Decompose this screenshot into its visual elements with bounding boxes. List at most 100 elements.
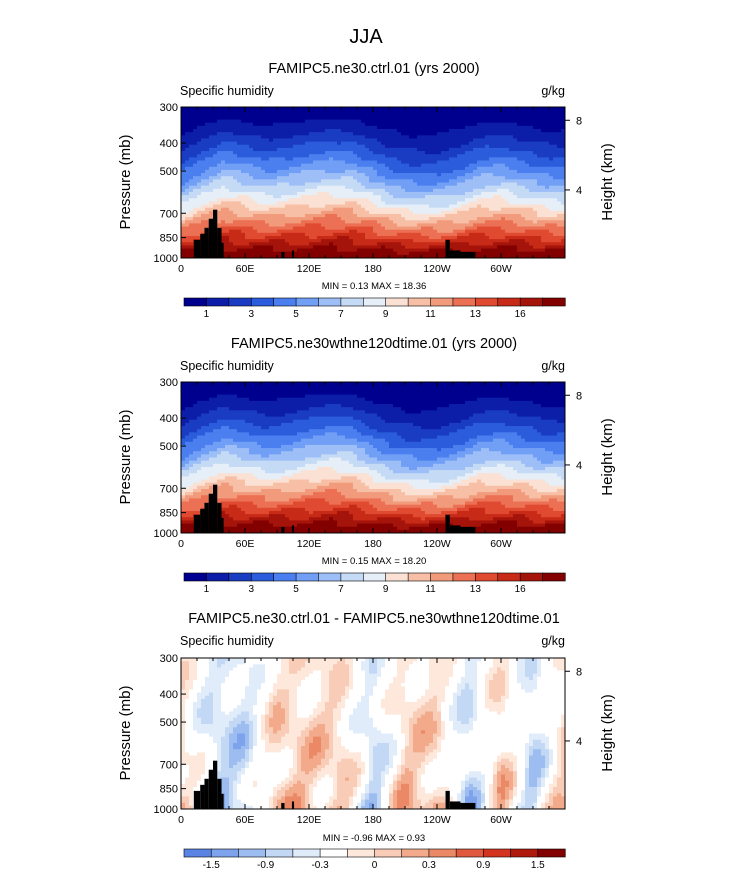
colorbar-box xyxy=(498,298,521,306)
y2-axis-label: Height (km) xyxy=(599,694,616,772)
colorbar-label: 1 xyxy=(204,309,210,320)
x-tick-label: 0 xyxy=(178,538,184,550)
units-label: g/kg xyxy=(541,84,565,98)
panel-1: FAMIPC5.ne30.ctrl.01 (yrs 2000) Specific… xyxy=(117,61,616,320)
y-tick-label: 400 xyxy=(160,138,178,150)
y2-tick-label: 4 xyxy=(576,460,582,472)
x-tick-label: 60W xyxy=(490,814,512,826)
x-tick-label: 60W xyxy=(490,263,512,275)
colorbar-label: 9 xyxy=(383,584,389,595)
colorbar-box xyxy=(184,849,212,857)
x-tick-label: 120W xyxy=(423,538,451,550)
colorbar-box xyxy=(341,298,364,306)
colorbar-label: 1.5 xyxy=(531,860,545,871)
y-tick-label: 500 xyxy=(160,717,178,729)
min-max-label: MIN = 0.13 MAX = 18.36 xyxy=(322,281,427,292)
colorbar-box xyxy=(341,573,364,581)
topography-block xyxy=(217,503,221,533)
min-max-label: MIN = 0.15 MAX = 18.20 xyxy=(322,556,427,567)
units-label: g/kg xyxy=(541,359,565,373)
x-tick-label: 120W xyxy=(423,814,451,826)
topography-block xyxy=(200,234,204,258)
x-tick-label: 60E xyxy=(236,263,255,275)
colorbar-label: 1 xyxy=(204,584,210,595)
colorbar-label: 13 xyxy=(470,309,482,320)
colorbar-box xyxy=(429,849,457,857)
colorbar-box xyxy=(318,573,341,581)
panel-2: FAMIPC5.ne30wthne120dtime.01 (yrs 2000) … xyxy=(117,336,616,595)
topography-block xyxy=(446,791,450,809)
colorbar-label: 0.3 xyxy=(422,860,436,871)
figure-title: JJA xyxy=(349,26,383,48)
x-tick-label: 60E xyxy=(236,814,255,826)
colorbar-box xyxy=(229,298,252,306)
colorbar-label: 0 xyxy=(372,860,378,871)
topography-block xyxy=(204,228,208,258)
units-label: g/kg xyxy=(541,634,565,648)
colorbar-box xyxy=(318,298,341,306)
colorbar-box xyxy=(431,573,454,581)
topography-block xyxy=(281,252,284,258)
topography-block xyxy=(446,515,450,533)
colorbar-box xyxy=(543,573,566,581)
topography-block xyxy=(460,527,475,533)
variable-label: Specific humidity xyxy=(180,359,275,373)
colorbar-box xyxy=(511,849,539,857)
y-axis-label: Pressure (mb) xyxy=(117,409,134,504)
colorbar-box xyxy=(296,298,319,306)
topography-block xyxy=(204,779,208,809)
colorbar-box xyxy=(206,298,229,306)
topography-block xyxy=(460,803,475,809)
y-tick-label: 300 xyxy=(160,102,178,114)
contour-field xyxy=(181,658,566,810)
panel-title: FAMIPC5.ne30.ctrl.01 - FAMIPC5.ne30wthne… xyxy=(188,611,560,627)
y-tick-label: 700 xyxy=(160,208,178,220)
colorbar-box xyxy=(238,849,266,857)
x-tick-label: 120E xyxy=(297,814,322,826)
colorbar-box xyxy=(293,849,321,857)
topography-block xyxy=(217,779,221,809)
topography-block xyxy=(213,485,217,533)
colorbar-label: 16 xyxy=(515,584,527,595)
colorbar-box xyxy=(251,298,274,306)
colorbar-box xyxy=(251,573,274,581)
x-tick-label: 120E xyxy=(297,538,322,550)
topography-block xyxy=(200,785,204,809)
topography-block xyxy=(209,770,213,809)
colorbar-label: 16 xyxy=(515,309,527,320)
colorbar-label: 7 xyxy=(338,309,344,320)
colorbar-box xyxy=(184,298,207,306)
colorbar-box xyxy=(363,298,386,306)
colorbar-box xyxy=(543,298,566,306)
contour-field xyxy=(181,107,566,259)
y-tick-label: 300 xyxy=(160,653,178,665)
y-tick-label: 700 xyxy=(160,759,178,771)
y-axis-label: Pressure (mb) xyxy=(117,134,134,229)
colorbar-box xyxy=(520,573,543,581)
colorbar-box xyxy=(453,298,476,306)
topography-block xyxy=(450,525,461,533)
colorbar-label: 5 xyxy=(293,584,299,595)
colorbar-box xyxy=(402,849,430,857)
y-tick-label: 850 xyxy=(160,233,178,245)
colorbar-box xyxy=(274,298,297,306)
colorbar-label: 11 xyxy=(425,584,436,595)
contour-field xyxy=(181,382,566,534)
colorbar-box xyxy=(296,573,319,581)
colorbar-box xyxy=(483,849,511,857)
topography-block xyxy=(222,518,224,533)
y-tick-label: 500 xyxy=(160,441,178,453)
topography-block xyxy=(213,210,217,258)
y2-tick-label: 4 xyxy=(576,736,582,748)
panel-title: FAMIPC5.ne30.ctrl.01 (yrs 2000) xyxy=(268,61,479,77)
colorbar-label: 3 xyxy=(248,584,254,595)
x-tick-label: 180 xyxy=(364,814,382,826)
topography-block xyxy=(204,503,208,533)
x-tick-label: 60E xyxy=(236,538,255,550)
colorbar-box xyxy=(375,849,403,857)
